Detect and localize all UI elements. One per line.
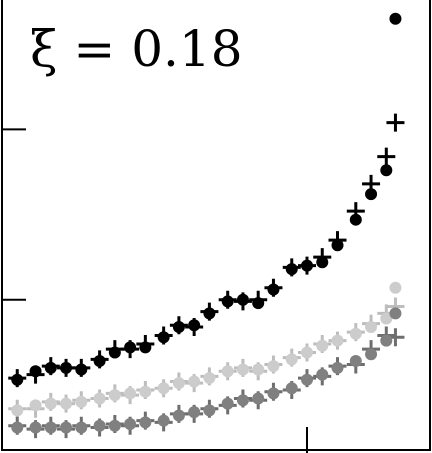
- point: [285, 382, 298, 395]
- point: [349, 213, 362, 226]
- point: [221, 365, 234, 378]
- point: [108, 389, 121, 402]
- point: [221, 397, 234, 410]
- point: [139, 385, 152, 398]
- point: [331, 361, 344, 374]
- point: [236, 363, 249, 376]
- point: [203, 404, 216, 417]
- point: [389, 281, 402, 294]
- point: [331, 334, 344, 347]
- point: [301, 259, 313, 272]
- point: [203, 307, 216, 320]
- point: [29, 365, 42, 378]
- point: [285, 263, 298, 276]
- point: [252, 363, 265, 376]
- point: [44, 421, 57, 434]
- point: [188, 375, 201, 388]
- plus-point: [377, 147, 396, 166]
- point: [172, 320, 185, 333]
- point: [172, 409, 185, 422]
- point: [267, 283, 280, 296]
- point: [139, 341, 152, 354]
- point: [316, 339, 329, 352]
- point: [349, 327, 362, 340]
- point: [285, 353, 298, 366]
- point: [44, 361, 57, 374]
- point: [11, 421, 24, 434]
- point: [124, 341, 137, 354]
- point: [108, 419, 121, 432]
- point: [75, 363, 88, 376]
- point: [29, 399, 42, 412]
- point: [188, 406, 201, 419]
- point: [157, 382, 170, 395]
- point: [365, 188, 378, 201]
- point: [380, 164, 393, 177]
- point: [124, 418, 137, 431]
- point: [124, 387, 137, 400]
- point: [93, 419, 106, 432]
- point: [236, 394, 249, 407]
- point: [93, 392, 106, 405]
- point: [380, 334, 393, 347]
- point: [157, 331, 170, 344]
- point: [139, 416, 152, 429]
- point: [203, 372, 216, 385]
- point: [316, 368, 329, 381]
- point: [389, 307, 402, 320]
- point: [380, 312, 393, 325]
- point: [349, 355, 362, 368]
- point: [236, 293, 249, 306]
- point: [108, 346, 121, 359]
- point: [252, 392, 265, 405]
- plus-point: [386, 113, 405, 132]
- point: [93, 355, 106, 368]
- annotation: ξ = 0.18: [30, 20, 243, 78]
- point: [389, 12, 402, 25]
- point: [60, 397, 73, 410]
- point: [11, 373, 24, 386]
- point: [316, 256, 329, 269]
- point: [188, 319, 201, 332]
- point: [75, 395, 88, 408]
- point: [365, 320, 378, 333]
- point: [252, 297, 265, 310]
- point: [60, 421, 73, 434]
- point: [301, 346, 313, 359]
- point: [29, 421, 42, 434]
- point: [301, 373, 313, 386]
- point: [157, 414, 170, 427]
- point: [44, 397, 57, 410]
- point: [172, 377, 185, 390]
- point: [221, 295, 234, 308]
- point: [60, 361, 73, 374]
- point: [267, 387, 280, 400]
- point: [365, 348, 378, 361]
- point: [75, 421, 88, 434]
- point: [267, 360, 280, 373]
- point: [11, 404, 24, 417]
- point: [331, 239, 344, 252]
